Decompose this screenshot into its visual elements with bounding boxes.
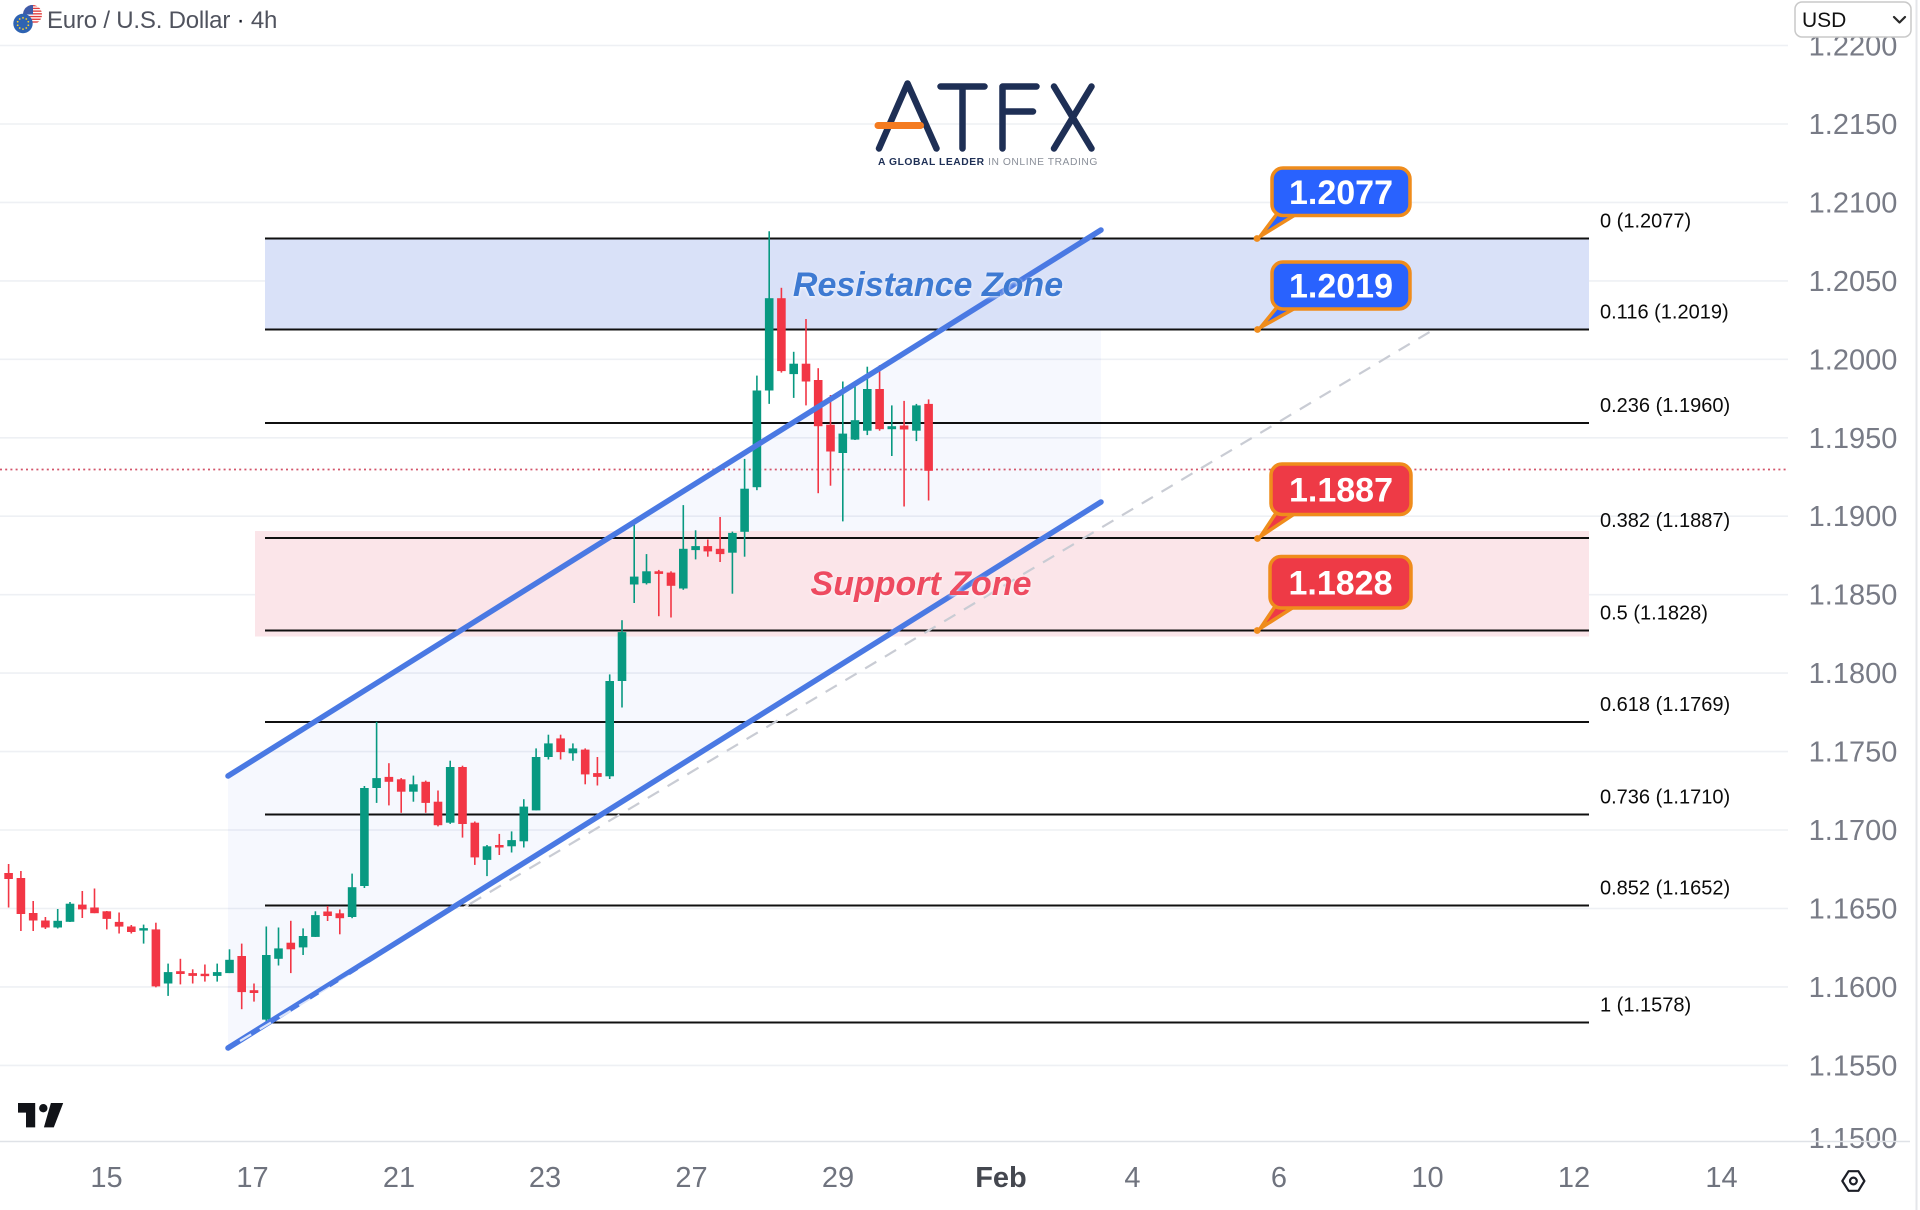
svg-text:1.2100: 1.2100 [1809, 187, 1898, 219]
svg-text:0.852 (1.1652): 0.852 (1.1652) [1600, 878, 1730, 900]
svg-text:1.2077: 1.2077 [1289, 174, 1393, 212]
svg-text:17: 17 [236, 1162, 268, 1194]
svg-text:0.116 (1.2019): 0.116 (1.2019) [1600, 302, 1729, 324]
svg-text:1.1950: 1.1950 [1809, 423, 1898, 455]
svg-text:Resistance Zone: Resistance Zone [793, 266, 1063, 304]
svg-text:14: 14 [1705, 1162, 1737, 1194]
svg-text:1.1828: 1.1828 [1289, 564, 1393, 602]
svg-text:Support Zone: Support Zone [811, 565, 1032, 603]
svg-text:0.382 (1.1887): 0.382 (1.1887) [1600, 510, 1730, 532]
svg-text:0.236 (1.1960): 0.236 (1.1960) [1600, 395, 1730, 417]
svg-text:Feb: Feb [975, 1162, 1027, 1194]
svg-text:12: 12 [1558, 1162, 1590, 1194]
svg-text:1.1750: 1.1750 [1809, 737, 1898, 769]
svg-text:1.1600: 1.1600 [1809, 972, 1898, 1004]
svg-text:1.2000: 1.2000 [1809, 344, 1898, 376]
svg-text:1.1800: 1.1800 [1809, 658, 1898, 690]
svg-text:A GLOBAL LEADER IN ONLINE TRAD: A GLOBAL LEADER IN ONLINE TRADING [878, 157, 1098, 168]
svg-text:USD: USD [1802, 9, 1846, 32]
svg-text:23: 23 [529, 1162, 561, 1194]
svg-text:1.1550: 1.1550 [1809, 1050, 1898, 1082]
svg-text:1.1887: 1.1887 [1289, 471, 1393, 509]
svg-text:Euro / U.S. Dollar · 4h: Euro / U.S. Dollar · 4h [47, 7, 277, 34]
svg-text:0.618 (1.1769): 0.618 (1.1769) [1600, 694, 1730, 716]
svg-text:1.2050: 1.2050 [1809, 266, 1898, 298]
svg-text:15: 15 [90, 1162, 122, 1194]
svg-text:4: 4 [1124, 1162, 1140, 1194]
svg-text:1.1500: 1.1500 [1809, 1123, 1898, 1155]
svg-text:1.1850: 1.1850 [1809, 580, 1898, 612]
svg-text:1.2019: 1.2019 [1289, 268, 1393, 306]
svg-text:10: 10 [1411, 1162, 1443, 1194]
svg-text:1.1650: 1.1650 [1809, 894, 1898, 926]
svg-text:1.1700: 1.1700 [1809, 815, 1898, 847]
svg-text:6: 6 [1271, 1162, 1287, 1194]
svg-text:0.736 (1.1710): 0.736 (1.1710) [1600, 787, 1730, 809]
svg-text:29: 29 [822, 1162, 854, 1194]
svg-text:27: 27 [675, 1162, 707, 1194]
svg-text:0.5 (1.1828): 0.5 (1.1828) [1600, 603, 1708, 625]
svg-text:1.2150: 1.2150 [1809, 109, 1898, 141]
svg-text:1 (1.1578): 1 (1.1578) [1600, 995, 1691, 1017]
svg-text:0 (1.2077): 0 (1.2077) [1600, 211, 1691, 233]
svg-text:21: 21 [383, 1162, 415, 1194]
svg-text:1.1900: 1.1900 [1809, 501, 1898, 533]
